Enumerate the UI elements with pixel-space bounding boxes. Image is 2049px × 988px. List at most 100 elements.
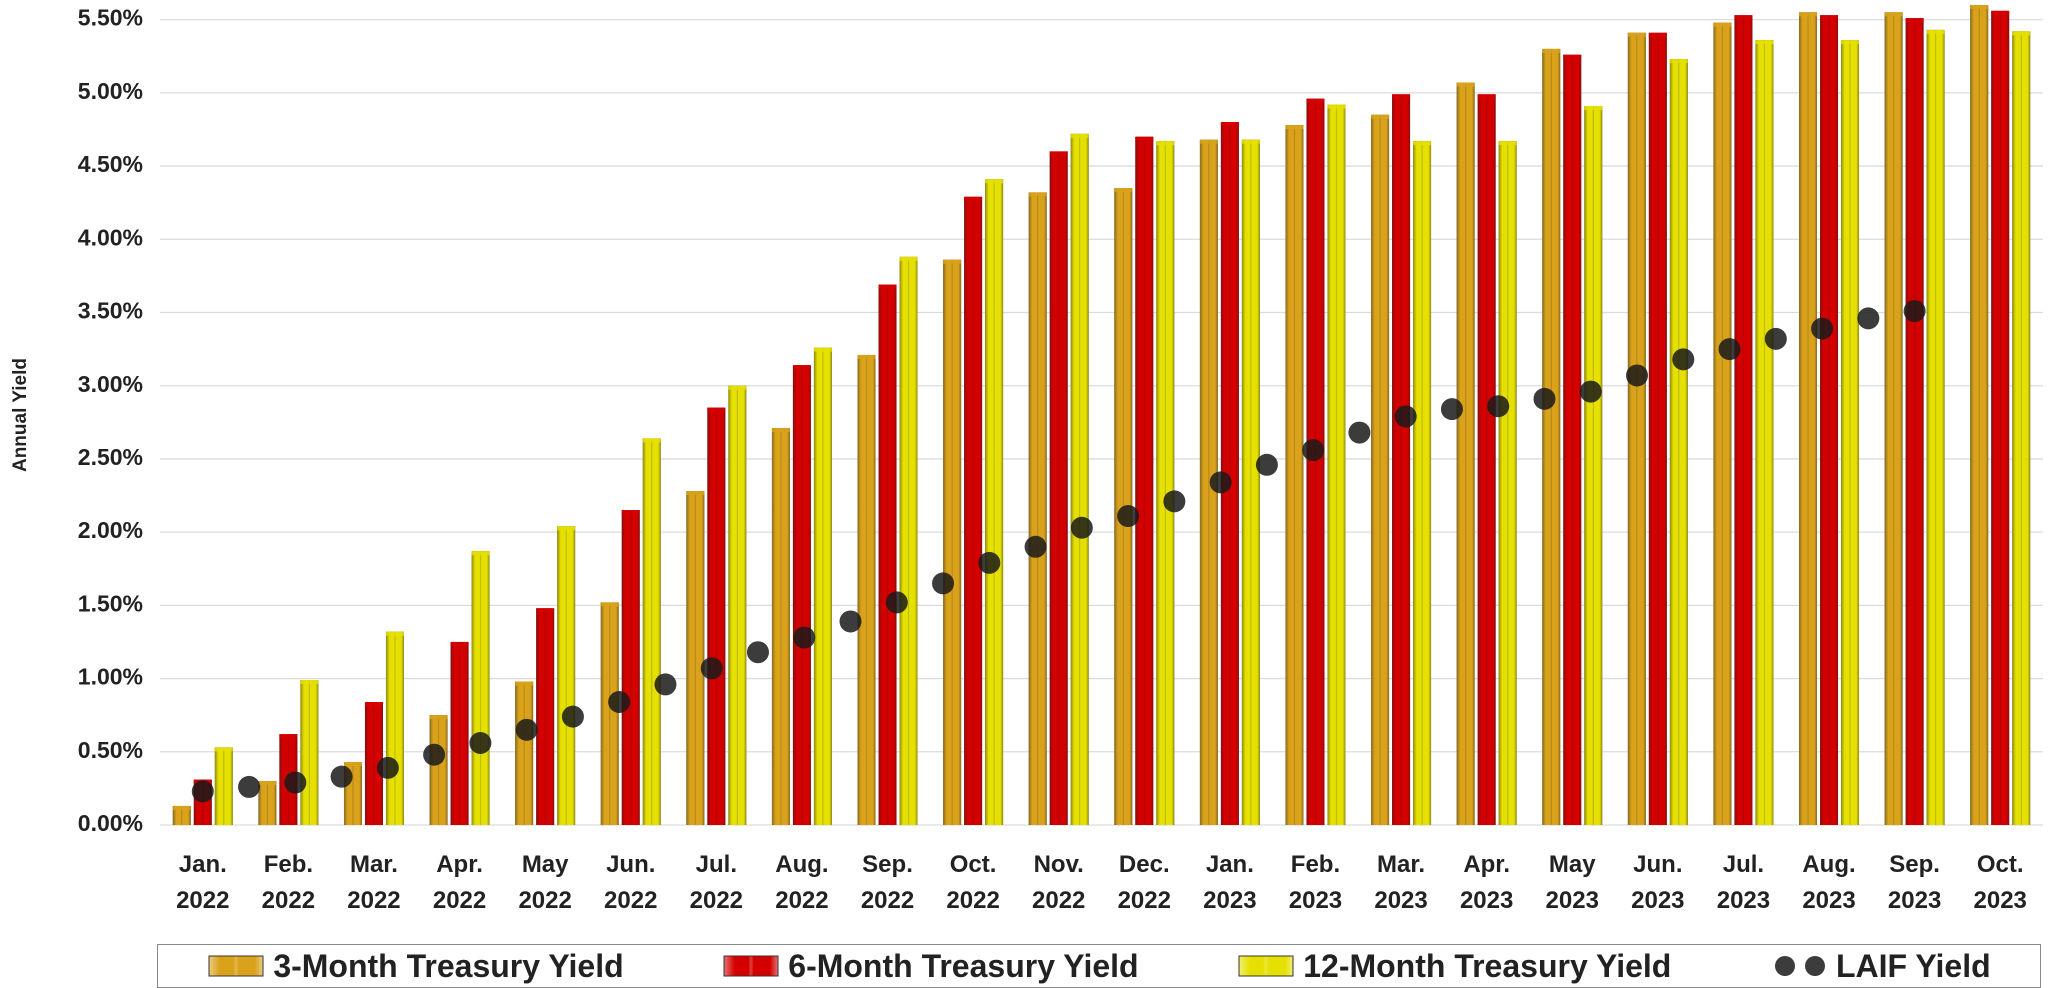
bar-top [536,608,555,613]
bar [707,407,726,825]
laif-dot [654,673,677,696]
bar-top [300,680,319,685]
laif-dot [839,610,862,633]
legend-dot [1774,956,1795,976]
bar [600,602,619,825]
laif-dot [1764,327,1787,350]
bar-top [1135,136,1154,141]
laif-dot [330,765,353,788]
y-tick-label: 4.00% [78,224,143,250]
bar-top [878,284,897,289]
legend-item: LAIF Yield [1770,948,1991,985]
laif-dot [284,771,307,794]
laif-dot [793,626,816,649]
laif-dot [978,551,1001,574]
x-tick-label: Jun. 2022 [604,851,658,914]
y-tick-label: 3.00% [78,371,143,397]
bar [1156,141,1175,825]
bar [450,641,469,825]
laif-dot [238,775,261,798]
bar-top [1199,139,1218,144]
bar-top [1669,59,1688,64]
laif-dot [1487,395,1510,418]
bar-top [1970,5,1989,9]
laif-dot [1209,471,1232,494]
laif-dot [1117,505,1140,528]
y-tick-label: 5.50% [78,5,143,31]
bar-top [471,551,490,556]
laif-dot [191,780,214,803]
bar [1327,104,1346,826]
x-tick-label: Nov. 2022 [1032,851,1086,914]
bar-top [172,805,191,810]
bar [1648,32,1667,826]
laif-dot [700,657,723,680]
bar [557,526,576,825]
bar [1306,98,1325,825]
bar-top [1241,139,1260,144]
bar [300,680,319,825]
bar [172,805,191,825]
x-tick-label: Mar. 2023 [1374,851,1428,914]
bar-top [1306,98,1325,103]
x-tick-label: Sep. 2022 [860,851,915,914]
bar [364,702,383,825]
bar-top [1049,151,1068,156]
legend-item: 12-Month Treasury Yield [1237,948,1671,985]
laif-dot [1440,398,1463,421]
x-tick-label: Oct. 2022 [946,851,1000,914]
bar [1799,12,1818,826]
bar-top [1584,106,1603,111]
bar [1456,82,1475,826]
bar [792,365,811,825]
legend-swatch [1238,955,1294,977]
bar-top [1991,10,2010,15]
y-axis-title: Annual Yield [10,358,31,472]
laif-dot [1302,439,1325,462]
legend-swatch [1774,956,1825,976]
bar [621,510,640,825]
legend-item: 6-Month Treasury Yield [722,947,1139,985]
legend-dot [1804,956,1825,976]
laif-dot [1348,421,1371,444]
bar-top [707,407,726,412]
bar [985,179,1004,825]
bar-top [813,347,832,352]
bar-top [1884,12,1903,17]
bar-top [1413,141,1432,146]
bar [1371,114,1390,826]
laif-dot [885,591,908,614]
bar-top [1220,122,1239,127]
bar-top [1327,104,1346,109]
bar [1220,122,1239,825]
y-tick-label: 2.50% [78,444,143,470]
bar-top [600,602,619,607]
legend-swatch [208,955,264,977]
y-tick-label: 0.00% [78,810,143,836]
bar [1563,54,1582,826]
laif-dot [469,732,492,754]
bar-top [686,491,705,496]
x-tick-label: Dec. 2022 [1117,851,1171,914]
y-tick-label: 0.50% [78,737,143,763]
bar-top [771,428,790,433]
bar [471,551,490,825]
bar [642,438,661,825]
bar [728,385,747,825]
bar [878,284,897,825]
bar [1070,133,1089,825]
bar [813,347,832,825]
bar-top [985,179,1004,184]
bar [771,428,790,825]
bar-top [1627,32,1646,37]
bar-top [214,747,233,752]
chart: Annual Yield 0.00% 0.50% 1.00% 1.50% 2.00% 2.… [10,5,2043,836]
bar [1584,106,1603,826]
bar-top [279,734,298,739]
bar [1392,94,1411,826]
bar-top [1477,94,1496,99]
legend-label: 6-Month Treasury Yield [788,947,1139,984]
x-tick-label: Sep. 2023 [1887,851,1942,914]
bar [385,631,404,825]
bar-top [385,631,404,636]
